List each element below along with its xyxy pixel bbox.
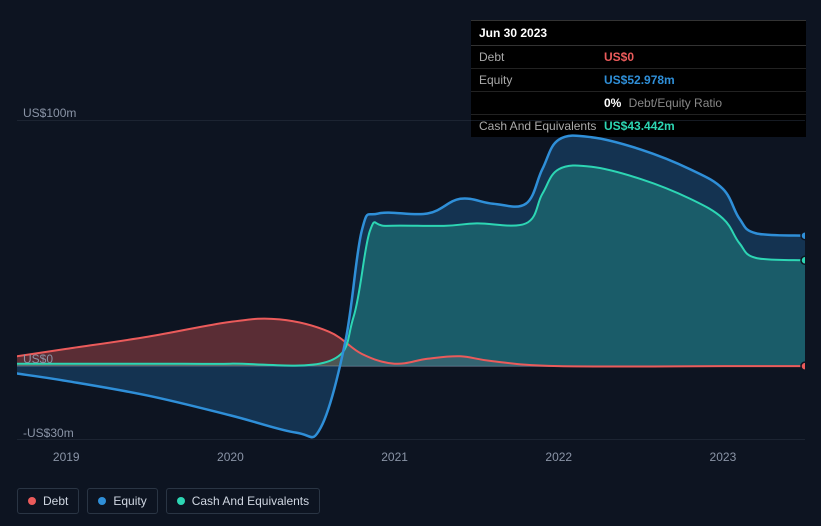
legend-item-label: Equity (113, 494, 146, 508)
x-axis-label: 2023 (710, 450, 737, 464)
y-axis-label: -US$30m (23, 426, 74, 440)
x-axis-label: 2022 (545, 450, 572, 464)
chart-plot-area (17, 120, 805, 440)
tooltip-row: EquityUS$52.978m (471, 69, 806, 92)
legend-item[interactable]: Cash And Equivalents (166, 488, 320, 514)
tooltip-row-sublabel: Debt/Equity Ratio (625, 96, 722, 110)
legend-item[interactable]: Equity (87, 488, 157, 514)
tooltip-row-label (479, 96, 604, 110)
legend-dot-icon (28, 497, 36, 505)
x-axis-label: 2019 (53, 450, 80, 464)
tooltip-date: Jun 30 2023 (471, 21, 806, 46)
legend-dot-icon (177, 497, 185, 505)
tooltip-row: 0% Debt/Equity Ratio (471, 92, 806, 115)
tooltip-row-label: Debt (479, 50, 604, 64)
x-axis-label: 2021 (381, 450, 408, 464)
y-axis-label: US$100m (23, 106, 76, 120)
chart-svg (17, 120, 805, 440)
legend-item[interactable]: Debt (17, 488, 79, 514)
tooltip-row-value: US$52.978m (604, 73, 675, 87)
legend-item-label: Debt (43, 494, 68, 508)
legend-item-label: Cash And Equivalents (192, 494, 309, 508)
tooltip-row: DebtUS$0 (471, 46, 806, 69)
tooltip-row-label: Equity (479, 73, 604, 87)
tooltip-row-value: US$0 (604, 50, 634, 64)
tooltip-row-value: 0% Debt/Equity Ratio (604, 96, 722, 110)
x-axis-label: 2020 (217, 450, 244, 464)
y-axis-label: US$0 (23, 352, 53, 366)
chart-legend: Debt Equity Cash And Equivalents (17, 488, 320, 514)
legend-dot-icon (98, 497, 106, 505)
